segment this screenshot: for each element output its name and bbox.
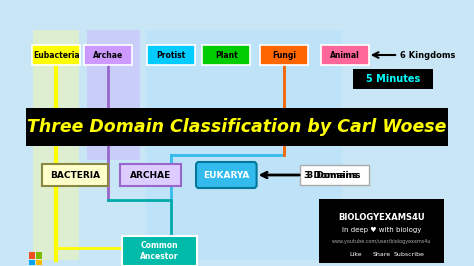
Text: 5 Minutes: 5 Minutes	[365, 74, 420, 84]
Bar	[29, 260, 35, 265]
FancyBboxPatch shape	[321, 45, 369, 65]
Text: EUKARYA: EUKARYA	[203, 171, 249, 180]
Text: Archae: Archae	[93, 51, 123, 60]
FancyBboxPatch shape	[122, 236, 197, 266]
Text: ARCHAE: ARCHAE	[130, 171, 171, 180]
FancyBboxPatch shape	[32, 45, 80, 65]
Text: 3 Domains: 3 Domains	[304, 171, 357, 180]
FancyBboxPatch shape	[147, 45, 195, 65]
FancyBboxPatch shape	[84, 45, 132, 65]
FancyBboxPatch shape	[33, 30, 80, 260]
Text: Fungi: Fungi	[272, 51, 296, 60]
Bar	[36, 260, 42, 265]
Text: Three Domain Classification by Carl Woese: Three Domain Classification by Carl Woes…	[27, 118, 447, 136]
Text: Like: Like	[349, 251, 362, 256]
Text: www.youtube.com/user/biologyexams4u: www.youtube.com/user/biologyexams4u	[331, 239, 431, 244]
Bar	[36, 252, 42, 259]
FancyBboxPatch shape	[196, 162, 256, 188]
FancyBboxPatch shape	[87, 30, 140, 160]
Text: Plant: Plant	[215, 51, 237, 60]
Text: Share: Share	[372, 251, 390, 256]
Bar	[29, 252, 35, 259]
FancyBboxPatch shape	[202, 45, 250, 65]
FancyBboxPatch shape	[353, 69, 433, 89]
Text: BACTERIA: BACTERIA	[50, 171, 100, 180]
Text: 6 Kingdoms: 6 Kingdoms	[400, 51, 456, 60]
Text: In deep ♥ with biology: In deep ♥ with biology	[342, 227, 421, 233]
FancyBboxPatch shape	[260, 45, 308, 65]
FancyBboxPatch shape	[26, 108, 448, 146]
Text: Eubacteria: Eubacteria	[33, 51, 80, 60]
Text: Animal: Animal	[330, 51, 360, 60]
Text: Protist: Protist	[156, 51, 186, 60]
FancyBboxPatch shape	[120, 164, 181, 186]
FancyBboxPatch shape	[319, 199, 444, 263]
Text: Subscribe: Subscribe	[393, 251, 424, 256]
Text: BIOLOGYEXAMS4U: BIOLOGYEXAMS4U	[338, 214, 425, 222]
Text: Common
Ancestor: Common Ancestor	[140, 241, 179, 261]
Text: 3 Domains: 3 Domains	[307, 171, 361, 180]
FancyBboxPatch shape	[146, 30, 342, 260]
FancyBboxPatch shape	[42, 164, 108, 186]
FancyBboxPatch shape	[300, 165, 369, 185]
